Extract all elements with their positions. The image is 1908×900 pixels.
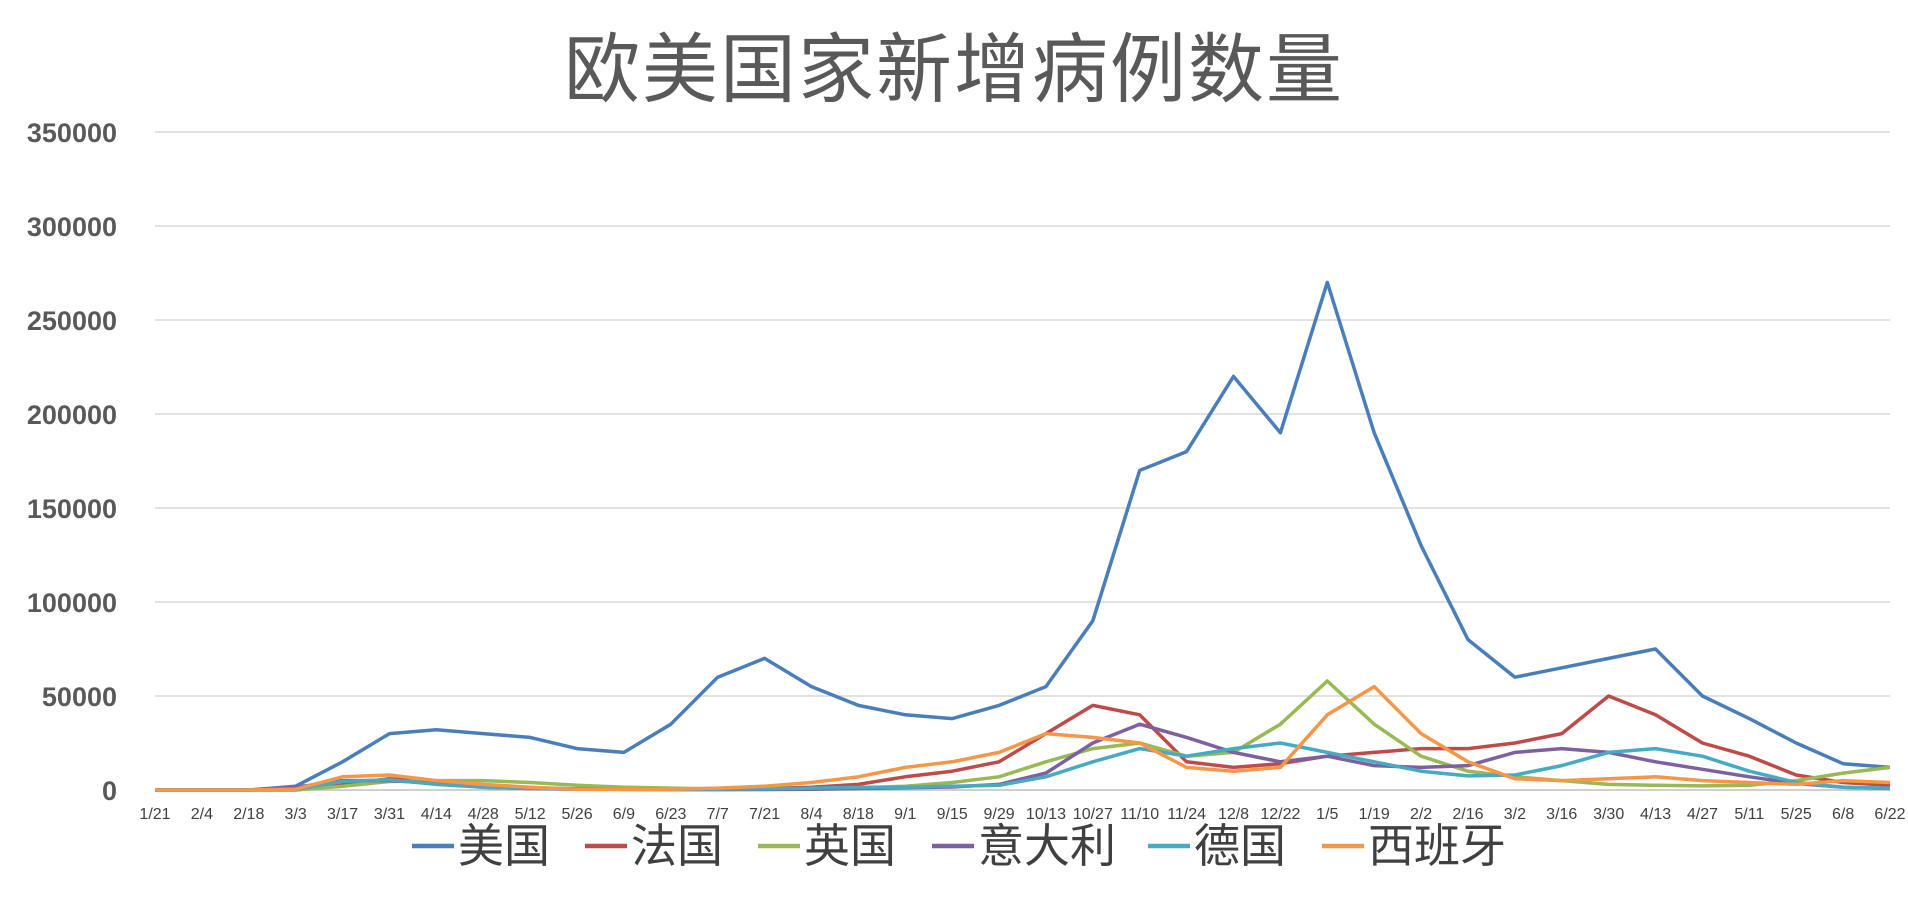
x-tick-label: 1/5 — [1316, 806, 1338, 823]
x-tick-label: 8/4 — [800, 806, 822, 823]
x-tick-label: 6/22 — [1874, 806, 1905, 823]
series-line — [155, 684, 1891, 792]
legend-label: 德国 — [1194, 819, 1286, 873]
x-tick-label: 3/3 — [285, 806, 307, 823]
series-line — [155, 741, 1891, 792]
x-tick-label: 11/24 — [1167, 806, 1206, 823]
x-tick-label: 8/18 — [843, 806, 874, 823]
x-tick-label: 3/31 — [374, 806, 405, 823]
x-tick-label: 1/19 — [1359, 806, 1390, 823]
x-tick-label: 4/28 — [468, 806, 499, 823]
x-tick-label: 2/4 — [191, 806, 213, 823]
legend-label: 意大利 — [978, 819, 1116, 873]
x-tick-label: 4/14 — [421, 806, 452, 823]
x-tick-label: 7/7 — [707, 806, 729, 823]
y-tick-label: 350000 — [27, 118, 117, 148]
x-tick-label: 6/23 — [655, 806, 686, 823]
legend-label: 西班牙 — [1368, 819, 1506, 873]
x-tick-label: 3/2 — [1504, 806, 1526, 823]
series-line — [155, 280, 1891, 792]
legend-label: 美国 — [458, 819, 550, 873]
x-tick-label: 9/1 — [894, 806, 916, 823]
y-tick-label: 150000 — [27, 494, 117, 524]
y-tick-label: 0 — [102, 776, 117, 806]
x-tick-label: 12/8 — [1218, 806, 1249, 823]
x-tick-label: 2/2 — [1410, 806, 1432, 823]
x-tick-label: 3/16 — [1546, 806, 1577, 823]
x-tick-label: 5/25 — [1781, 806, 1812, 823]
y-tick-label: 300000 — [27, 212, 117, 242]
x-tick-label: 3/30 — [1593, 806, 1624, 823]
legend-label: 英国 — [804, 819, 896, 873]
x-tick-label: 12/22 — [1260, 806, 1300, 823]
y-tick-label: 200000 — [27, 400, 117, 430]
x-tick-label: 5/12 — [515, 806, 546, 823]
y-tick-label: 100000 — [27, 588, 117, 618]
x-tick-label: 4/27 — [1687, 806, 1718, 823]
x-tick-label: 7/21 — [749, 806, 780, 823]
y-tick-label: 250000 — [27, 306, 117, 336]
chart-title: 欧美国家新增病例数量 — [564, 25, 1344, 114]
x-tick-label: 11/10 — [1120, 806, 1159, 823]
x-tick-label: 4/13 — [1640, 806, 1671, 823]
x-tick-label: 9/29 — [983, 806, 1014, 823]
legend-label: 法国 — [631, 819, 723, 873]
x-tick-label: 5/26 — [561, 806, 592, 823]
x-tick-label: 6/8 — [1832, 806, 1854, 823]
x-tick-label: 1/21 — [139, 806, 170, 823]
y-tick-label: 50000 — [42, 682, 117, 712]
x-tick-label: 2/16 — [1452, 806, 1483, 823]
x-tick-label: 6/9 — [613, 806, 635, 823]
x-tick-label: 10/13 — [1026, 806, 1066, 823]
x-tick-label: 10/27 — [1073, 806, 1113, 823]
x-tick-label: 9/15 — [937, 806, 968, 823]
x-tick-label: 2/18 — [233, 806, 264, 823]
x-tick-label: 5/11 — [1734, 806, 1764, 823]
x-tick-label: 3/17 — [327, 806, 358, 823]
